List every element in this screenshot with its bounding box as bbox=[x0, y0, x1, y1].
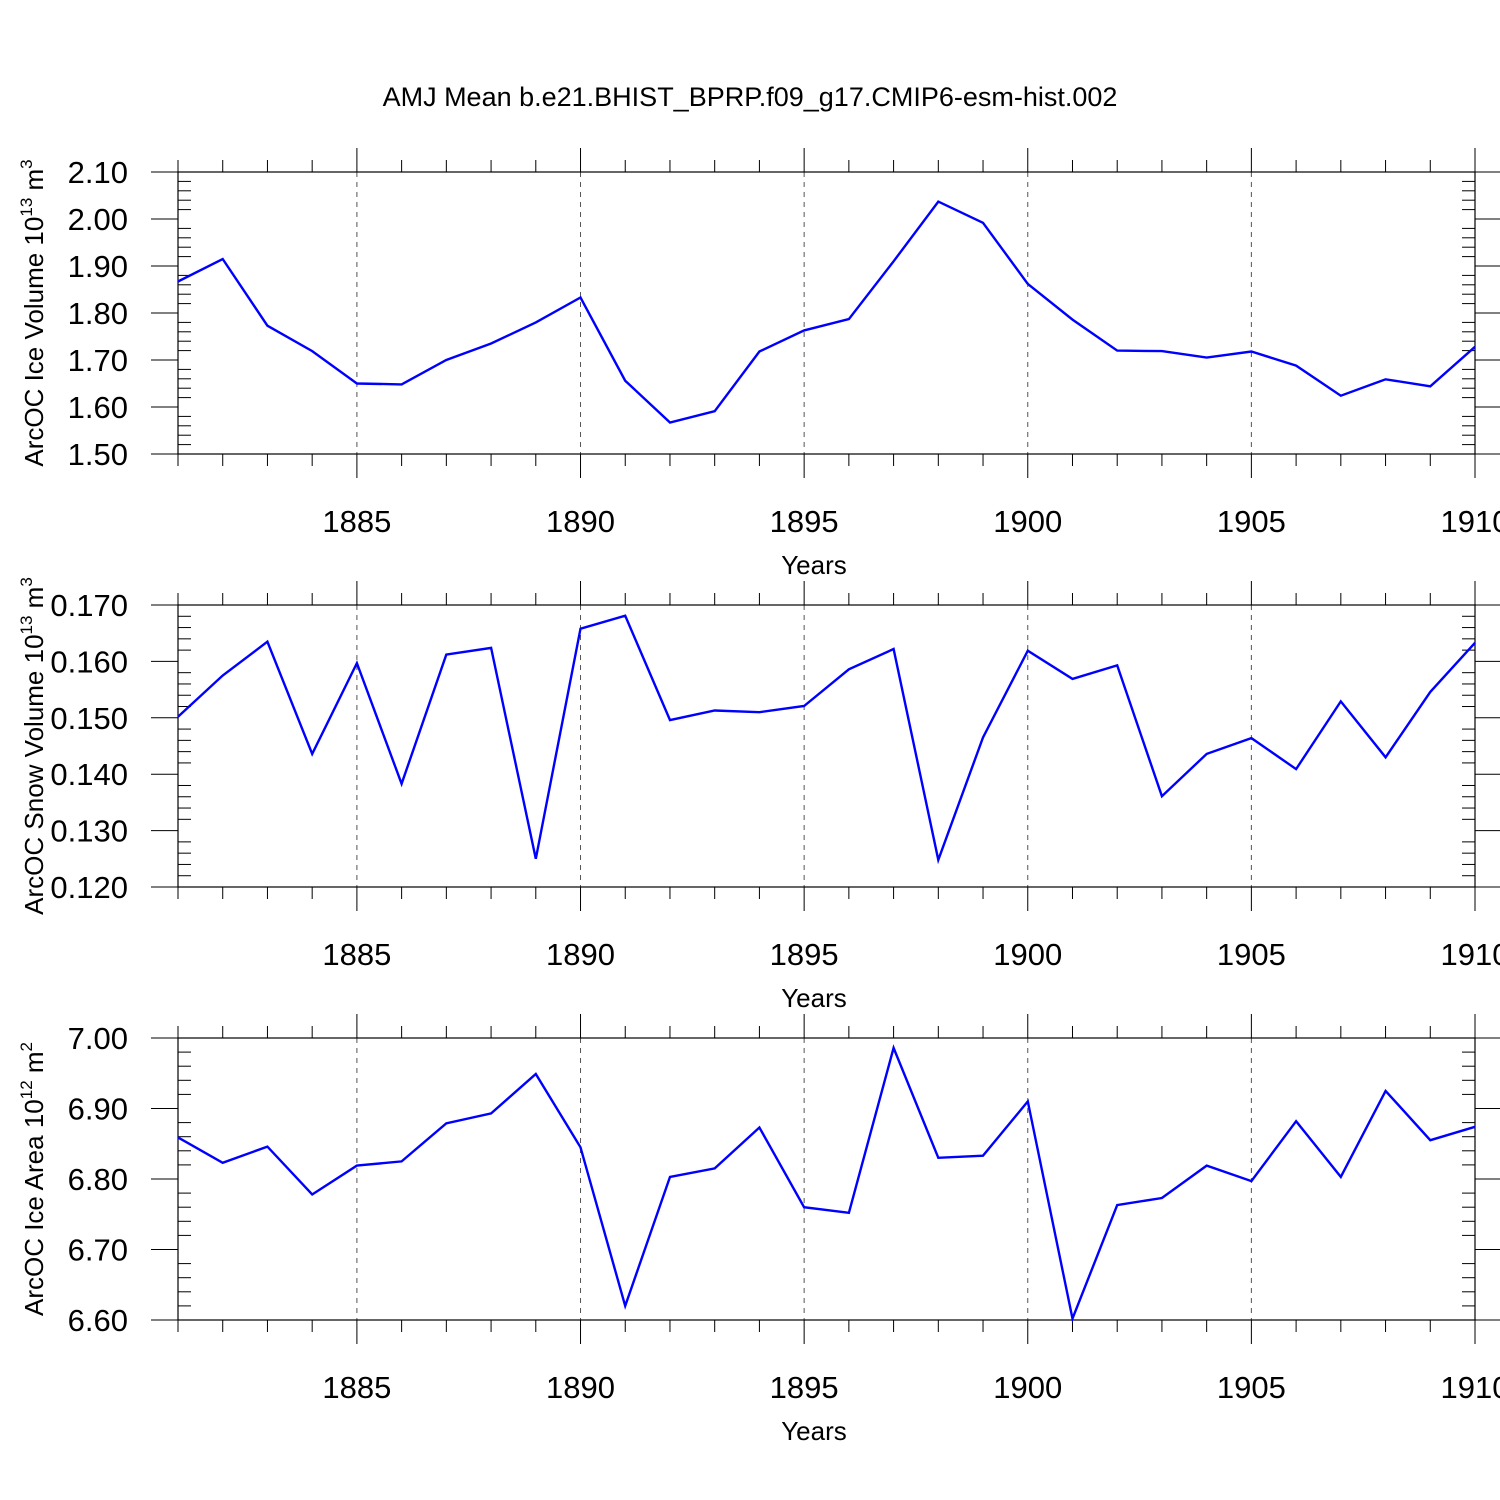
x-tick-label: 1885 bbox=[322, 937, 391, 972]
series-line bbox=[177, 200, 1476, 424]
y-tick-label: 6.80 bbox=[68, 1162, 128, 1197]
y-tick-label: 2.10 bbox=[68, 155, 128, 190]
y-axis-label: ArcOC Ice Volume 1013 m3 bbox=[17, 159, 49, 466]
y-tick-label: 0.130 bbox=[50, 814, 128, 849]
y-tick-label: 2.00 bbox=[68, 202, 128, 237]
y-axis-label-text: ArcOC Ice Area 10 bbox=[19, 1099, 49, 1316]
x-tick-label: 1895 bbox=[770, 937, 839, 972]
series-line bbox=[177, 1044, 1476, 1323]
y-tick-label: 0.120 bbox=[50, 870, 128, 905]
x-axis-label: Years bbox=[781, 550, 847, 580]
x-tick-label: 1890 bbox=[546, 1370, 615, 1405]
y-tick-label: 0.160 bbox=[50, 644, 128, 679]
y-axis-label-superscript: 3 bbox=[17, 159, 36, 168]
y-axis-label-text: ArcOC Snow Volume 10 bbox=[19, 634, 49, 914]
y-tick-label: 0.170 bbox=[50, 588, 128, 623]
x-tick-label: 1895 bbox=[770, 1370, 839, 1405]
y-axis-label-text: m bbox=[19, 169, 49, 198]
y-tick-label: 1.80 bbox=[68, 296, 128, 331]
x-axis-label: Years bbox=[781, 983, 847, 1013]
x-tick-label: 1900 bbox=[993, 937, 1062, 972]
y-tick-label: 0.150 bbox=[50, 701, 128, 736]
x-axis-label: Years bbox=[781, 1416, 847, 1446]
y-tick-label: 6.60 bbox=[68, 1303, 128, 1338]
y-tick-label: 7.00 bbox=[68, 1021, 128, 1056]
y-tick-label: 1.70 bbox=[68, 343, 128, 378]
x-tick-label: 1885 bbox=[322, 504, 391, 539]
x-tick-label: 1910 bbox=[1441, 1370, 1500, 1405]
y-axis-label: ArcOC Ice Area 1012 m2 bbox=[17, 1042, 49, 1316]
x-tick-label: 1910 bbox=[1441, 937, 1500, 972]
y-tick-label: 0.140 bbox=[50, 757, 128, 792]
y-axis-label: ArcOC Snow Volume 1013 m3 bbox=[17, 577, 49, 915]
plot-frame bbox=[177, 1037, 1476, 1321]
x-tick-label: 1885 bbox=[322, 1370, 391, 1405]
x-tick-label: 1900 bbox=[993, 1370, 1062, 1405]
y-tick-label: 6.90 bbox=[68, 1092, 128, 1127]
y-tick-label: 1.50 bbox=[68, 437, 128, 472]
y-tick-label: 1.90 bbox=[68, 249, 128, 284]
x-tick-label: 1900 bbox=[993, 504, 1062, 539]
y-axis-label-superscript: 13 bbox=[17, 198, 36, 217]
chart-panel-3: 6.60 6.70 6.80 6.90 7.00 1885 1890 1895 1900 1905… bbox=[17, 1014, 1500, 1446]
y-tick-label: 6.70 bbox=[68, 1233, 128, 1268]
plot-frame bbox=[177, 604, 1476, 888]
series-line bbox=[177, 614, 1476, 865]
x-tick-label: 1905 bbox=[1217, 1370, 1286, 1405]
y-tick-label: 1.60 bbox=[68, 390, 128, 425]
y-axis-label-superscript: 2 bbox=[17, 1042, 36, 1051]
plot-frame bbox=[177, 171, 1476, 455]
x-tick-label: 1890 bbox=[546, 937, 615, 972]
x-tick-label: 1890 bbox=[546, 504, 615, 539]
x-tick-label: 1910 bbox=[1441, 504, 1500, 539]
y-axis-label-text: m bbox=[19, 1051, 49, 1080]
chart-panel-2: 0.120 0.130 0.140 0.150 0.160 0.170 1885 1890 18… bbox=[17, 577, 1500, 1013]
x-tick-label: 1895 bbox=[770, 504, 839, 539]
chart-panel-1: 1.50 1.60 1.70 1.80 1.90 2.00 2.10 1885 1890 1895… bbox=[17, 148, 1500, 580]
x-tick-label: 1905 bbox=[1217, 937, 1286, 972]
y-axis-label-text: m bbox=[19, 587, 49, 616]
y-axis-label-superscript: 3 bbox=[17, 577, 36, 586]
y-axis-label-text: ArcOC Ice Volume 10 bbox=[19, 217, 49, 467]
x-tick-label: 1905 bbox=[1217, 504, 1286, 539]
chart-title: AMJ Mean b.e21.BHIST_BPRP.f09_g17.CMIP6-… bbox=[383, 82, 1118, 112]
panels: 1.50 1.60 1.70 1.80 1.90 2.00 2.10 1885 1890 1895… bbox=[17, 148, 1500, 1446]
y-axis-label-superscript: 13 bbox=[17, 616, 36, 635]
y-axis-label-superscript: 12 bbox=[17, 1080, 36, 1099]
